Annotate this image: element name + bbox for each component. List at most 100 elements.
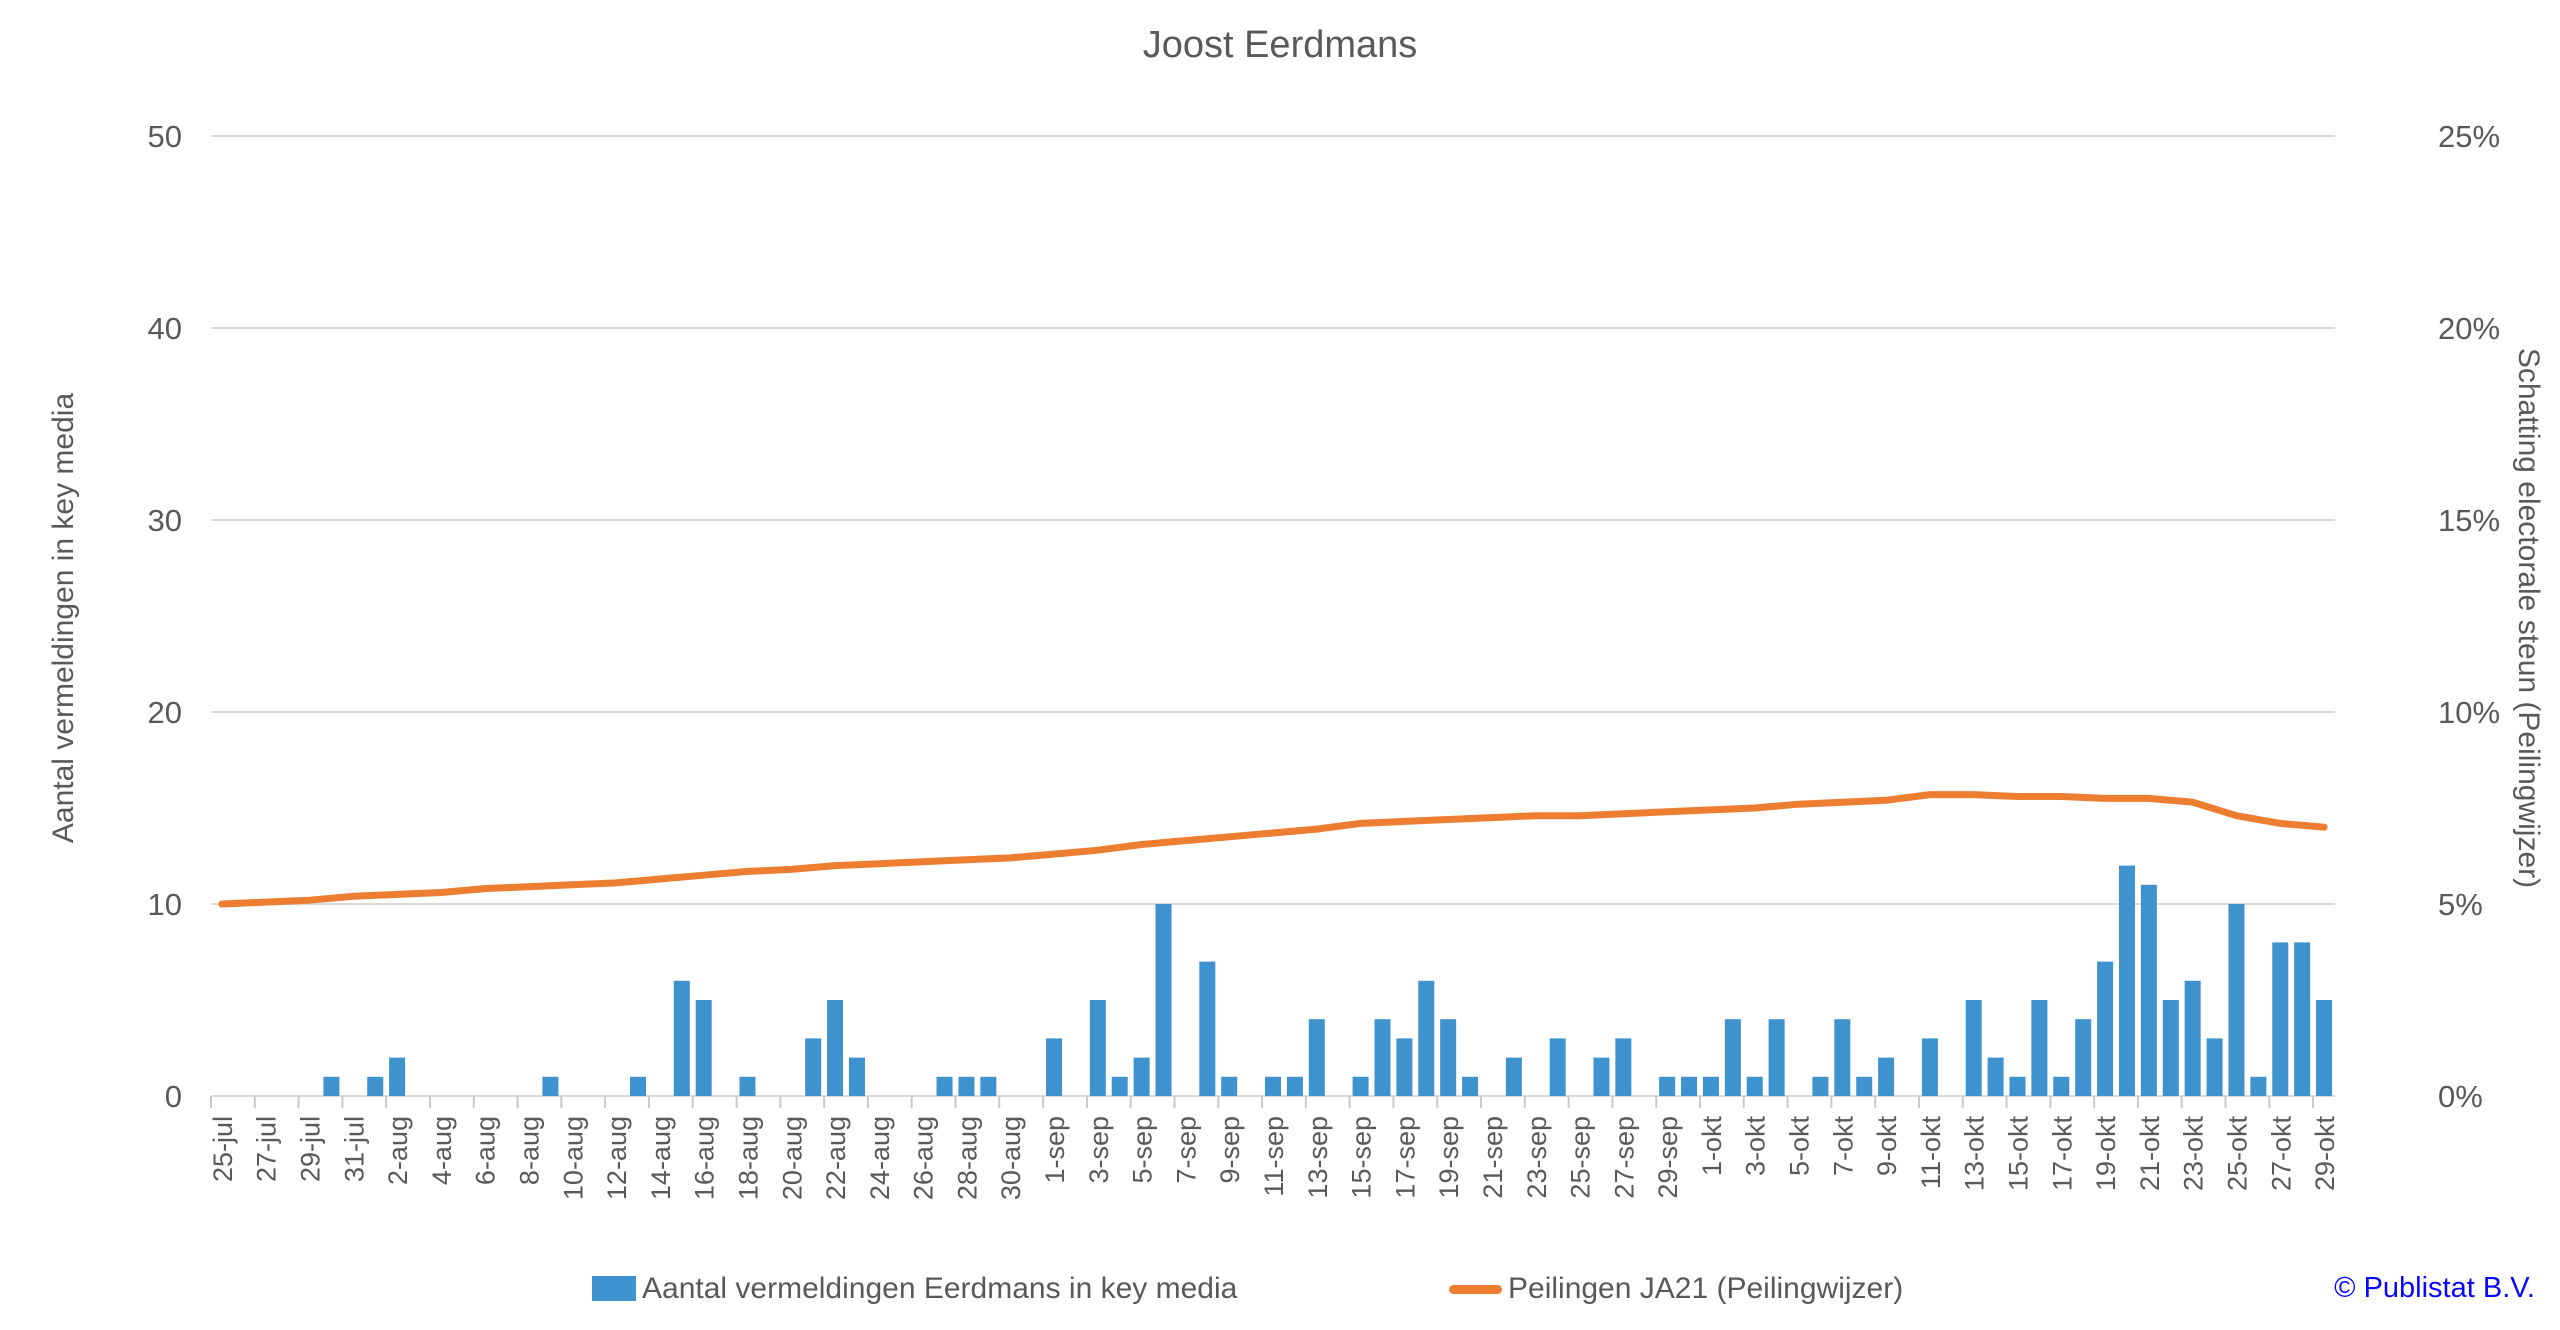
x-axis-date-label: 29-jul: [296, 1116, 326, 1182]
x-axis-date-label: 7-okt: [1828, 1116, 1858, 1177]
x-axis-date-label: 11-sep: [1259, 1116, 1289, 1197]
x-axis-date-label: 14-aug: [646, 1116, 676, 1200]
x-axis-date-label: 3-okt: [1741, 1116, 1771, 1177]
legend-bar-label: Aantal vermeldingen Eerdmans in key medi…: [642, 1272, 1238, 1305]
legend-line-swatch-icon: [1449, 1285, 1502, 1294]
mentions-bar: [1768, 1019, 1785, 1096]
mentions-bar: [1965, 1000, 1982, 1096]
mentions-bar: [1702, 1076, 1719, 1096]
mentions-bar: [1593, 1057, 1610, 1096]
mentions-bar: [1155, 904, 1172, 1096]
right-axis-tick-label: 0%: [2438, 1079, 2483, 1114]
mentions-bar: [1812, 1076, 1829, 1096]
mentions-bar: [1089, 1000, 1106, 1096]
x-axis-date-label: 28-aug: [952, 1116, 982, 1200]
mentions-bar: [958, 1076, 975, 1096]
mentions-bar: [2184, 980, 2201, 1096]
x-axis-date-label: 25-sep: [1566, 1116, 1596, 1199]
x-axis-date-label: 25-okt: [2222, 1116, 2252, 1192]
x-axis-date-label: 19-okt: [2091, 1116, 2121, 1192]
right-axis-tick-label: 5%: [2438, 887, 2483, 922]
mentions-bar: [1921, 1038, 1938, 1096]
x-axis-date-label: 15-okt: [2003, 1116, 2033, 1192]
x-axis-date-label: 5-okt: [1785, 1116, 1815, 1177]
mentions-bar: [1549, 1038, 1566, 1096]
legend-bar-swatch-icon: [592, 1276, 636, 1301]
mentions-bar: [389, 1057, 406, 1096]
right-axis-title: Schatting electorale steun (Peilingwijze…: [2512, 347, 2545, 889]
mentions-bar: [1418, 980, 1435, 1096]
right-axis-tick-label: 20%: [2438, 311, 2500, 346]
x-axis-date-label: 4-aug: [427, 1116, 457, 1185]
mentions-bar: [1133, 1057, 1150, 1096]
x-axis-date-label: 12-aug: [602, 1116, 632, 1200]
legend-line-label: Peilingen JA21 (Peilingwijzer): [1508, 1272, 1904, 1305]
x-axis-date-label: 5-sep: [1128, 1116, 1158, 1184]
x-axis-date-label: 18-aug: [733, 1116, 763, 1200]
x-axis-date-label: 7-sep: [1171, 1116, 1201, 1184]
mentions-bar: [1878, 1057, 1895, 1096]
x-axis-date-label: 15-sep: [1347, 1116, 1377, 1199]
mentions-bar: [2162, 1000, 2179, 1096]
x-axis-date-label: 21-sep: [1478, 1116, 1508, 1199]
mentions-bar: [2272, 942, 2289, 1096]
x-axis-date-label: 29-sep: [1653, 1116, 1683, 1199]
left-axis-tick-label: 10: [148, 887, 182, 922]
mentions-bar: [1111, 1076, 1128, 1096]
right-axis-tick-label: 10%: [2438, 695, 2500, 730]
x-axis-date-label: 24-aug: [865, 1116, 895, 1200]
x-axis-date-label: 25-jul: [208, 1116, 238, 1182]
x-axis-date-label: 3-sep: [1084, 1116, 1114, 1184]
x-axis-date-label: 2-aug: [383, 1116, 413, 1185]
mentions-bar: [1834, 1019, 1851, 1096]
mentions-bar: [848, 1057, 865, 1096]
x-axis-date-label: 23-sep: [1522, 1116, 1552, 1199]
mentions-bar: [1681, 1076, 1698, 1096]
left-axis-tick-label: 30: [148, 503, 182, 538]
mentions-bar: [1265, 1076, 1281, 1096]
mentions-bar: [323, 1076, 340, 1096]
chart-title: Joost Eerdmans: [1142, 24, 1418, 66]
x-axis-date-label: 19-sep: [1434, 1116, 1464, 1199]
mentions-bar: [1856, 1076, 1873, 1096]
mentions-bar: [1505, 1057, 1522, 1096]
mentions-bar: [2316, 1000, 2333, 1096]
mentions-bar: [805, 1038, 822, 1096]
mentions-bar: [2053, 1076, 2070, 1096]
x-axis-date-label: 29-okt: [2310, 1116, 2340, 1192]
mentions-bar: [2009, 1076, 2026, 1096]
x-axis-date-label: 22-aug: [821, 1116, 851, 1200]
x-axis-date-label: 9-sep: [1215, 1116, 1245, 1184]
x-axis-date-label: 1-okt: [1697, 1116, 1727, 1177]
mentions-bar: [1724, 1019, 1741, 1096]
x-axis-date-label: 23-okt: [2179, 1116, 2209, 1192]
mentions-bar: [673, 980, 690, 1096]
mentions-bar: [695, 1000, 712, 1096]
mentions-bar: [936, 1076, 953, 1096]
x-axis-date-label: 27-sep: [1609, 1116, 1639, 1199]
mentions-bar: [542, 1076, 559, 1096]
mentions-bar: [2294, 942, 2311, 1096]
left-axis-title: Aantal vermeldingen in key media: [47, 392, 80, 844]
left-axis-tick-label: 50: [148, 119, 182, 154]
mentions-bar: [1308, 1019, 1325, 1096]
mentions-bar: [2206, 1038, 2223, 1096]
mentions-bar: [2228, 904, 2245, 1096]
x-axis-date-label: 20-aug: [777, 1116, 807, 1200]
x-axis-date-label: 17-okt: [2047, 1116, 2077, 1192]
x-axis-date-label: 6-aug: [471, 1116, 501, 1185]
mentions-bar: [980, 1076, 997, 1096]
mentions-bar: [2075, 1019, 2092, 1096]
mentions-bar: [2097, 961, 2114, 1096]
x-axis-date-label: 21-okt: [2135, 1116, 2165, 1192]
mentions-bar: [1615, 1038, 1632, 1096]
mentions-bar: [1352, 1076, 1369, 1096]
mentions-bar: [1746, 1076, 1763, 1096]
left-axis-tick-label: 20: [148, 695, 182, 730]
mentions-bar: [1374, 1019, 1391, 1096]
x-axis-date-label: 13-okt: [1960, 1116, 1990, 1192]
mentions-bar: [1286, 1076, 1303, 1096]
mentions-bar: [1440, 1019, 1457, 1096]
